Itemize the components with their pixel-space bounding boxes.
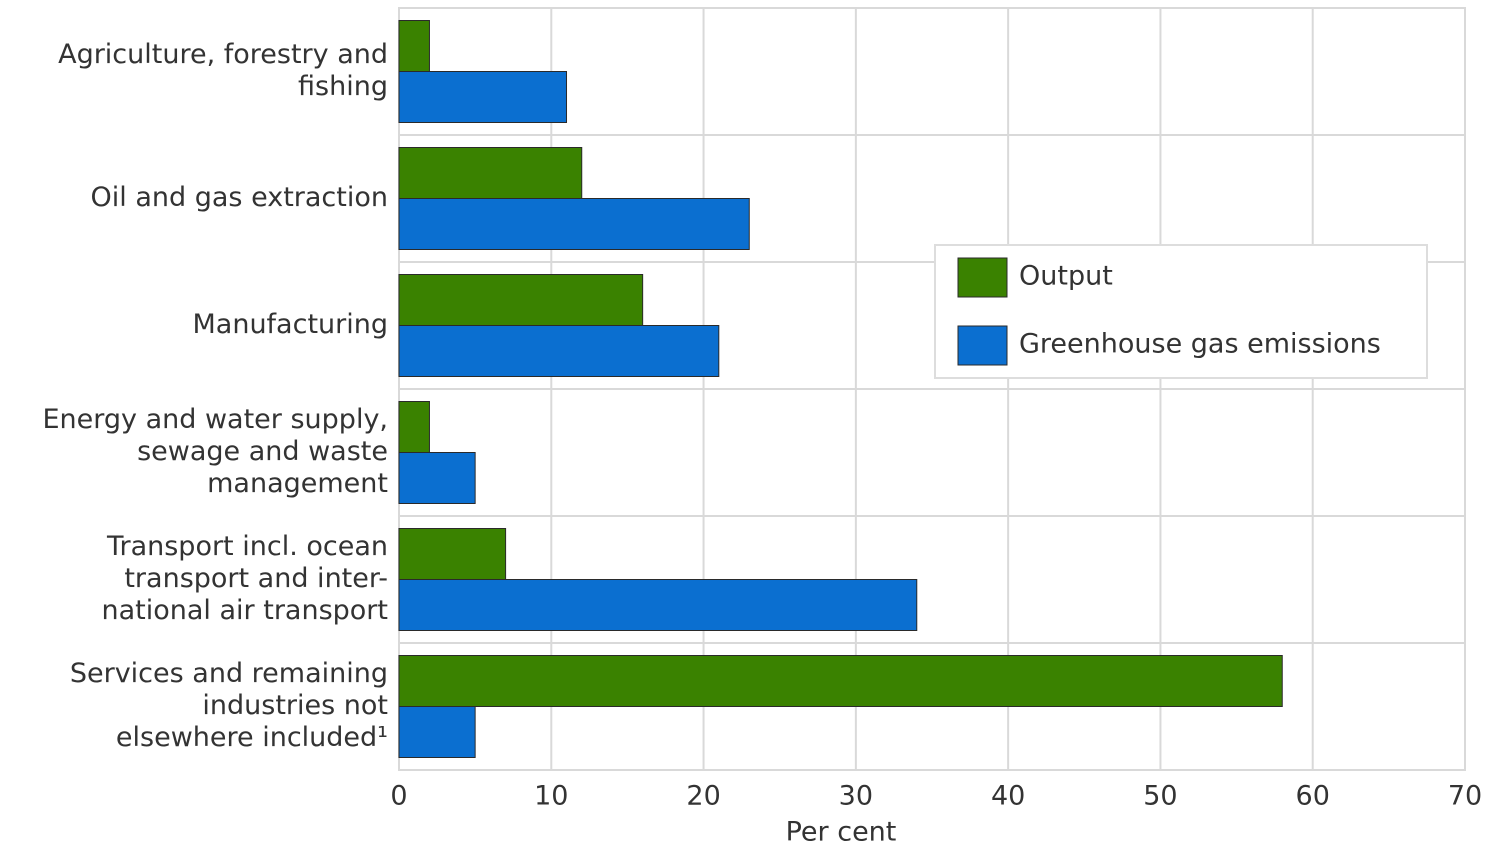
bar: [398, 452, 476, 504]
x-tick-label: 20: [686, 781, 720, 812]
x-tick-label: 50: [1143, 781, 1177, 812]
x-tick-label: 0: [390, 781, 407, 812]
y-tick-label: Energy and water supply,: [42, 404, 388, 435]
y-tick-label: transport and inter-: [124, 563, 388, 594]
legend-box: [934, 244, 1428, 379]
y-tick-label: Services and remaining: [70, 658, 388, 689]
y-tick-label: Oil and gas extraction: [91, 182, 388, 213]
bar: [398, 325, 720, 377]
x-tick-label: 70: [1448, 781, 1482, 812]
bar: [398, 20, 430, 72]
y-tick-label: management: [207, 468, 388, 499]
x-tick-label: 60: [1296, 781, 1330, 812]
legend-swatch: [957, 257, 1008, 298]
y-tick-label: Transport incl. ocean: [106, 531, 388, 562]
bar: [398, 147, 583, 199]
x-tick-label: 10: [534, 781, 568, 812]
bar: [398, 274, 644, 326]
legend-label: Output: [1019, 261, 1113, 292]
bar: [398, 655, 1283, 707]
legend-swatch: [957, 325, 1008, 366]
y-tick-label: Manufacturing: [192, 309, 388, 340]
x-tick-label: 40: [991, 781, 1025, 812]
legend-label: Greenhouse gas emissions: [1019, 329, 1381, 360]
x-axis-label: Per cent: [786, 817, 897, 847]
y-tick-label: fishing: [298, 71, 388, 102]
bar: [398, 528, 507, 580]
y-tick-label: Agriculture, forestry and: [58, 39, 388, 70]
bar: [398, 71, 568, 123]
bar: [398, 706, 476, 758]
x-tick-label: 30: [839, 781, 873, 812]
bar: [398, 401, 430, 453]
y-tick-label: national air transport: [102, 595, 389, 626]
y-tick-label: elsewhere included¹: [116, 722, 388, 753]
bar: [398, 198, 750, 250]
y-tick-label: industries not: [202, 690, 388, 721]
bar: [398, 579, 918, 631]
y-tick-label: sewage and waste: [137, 436, 388, 467]
